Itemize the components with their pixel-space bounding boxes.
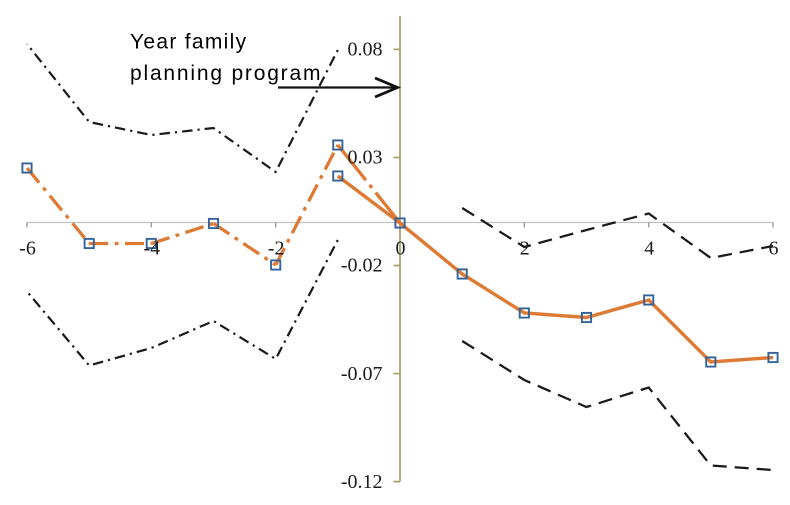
svg-text:planning program: planning program <box>130 62 322 85</box>
svg-text:Year family: Year family <box>130 31 247 54</box>
svg-text:-4: -4 <box>143 238 160 260</box>
svg-text:6: 6 <box>769 238 779 260</box>
svg-text:0.03: 0.03 <box>348 147 383 169</box>
svg-text:-0.07: -0.07 <box>341 363 383 385</box>
svg-text:0: 0 <box>396 238 406 260</box>
svg-text:-0.12: -0.12 <box>341 471 383 493</box>
svg-text:-0.02: -0.02 <box>341 255 383 277</box>
svg-text:2: 2 <box>520 238 530 260</box>
svg-text:-6: -6 <box>19 238 36 260</box>
svg-text:-2: -2 <box>268 238 285 260</box>
svg-text:0.08: 0.08 <box>348 39 383 61</box>
svg-text:4: 4 <box>644 238 654 260</box>
